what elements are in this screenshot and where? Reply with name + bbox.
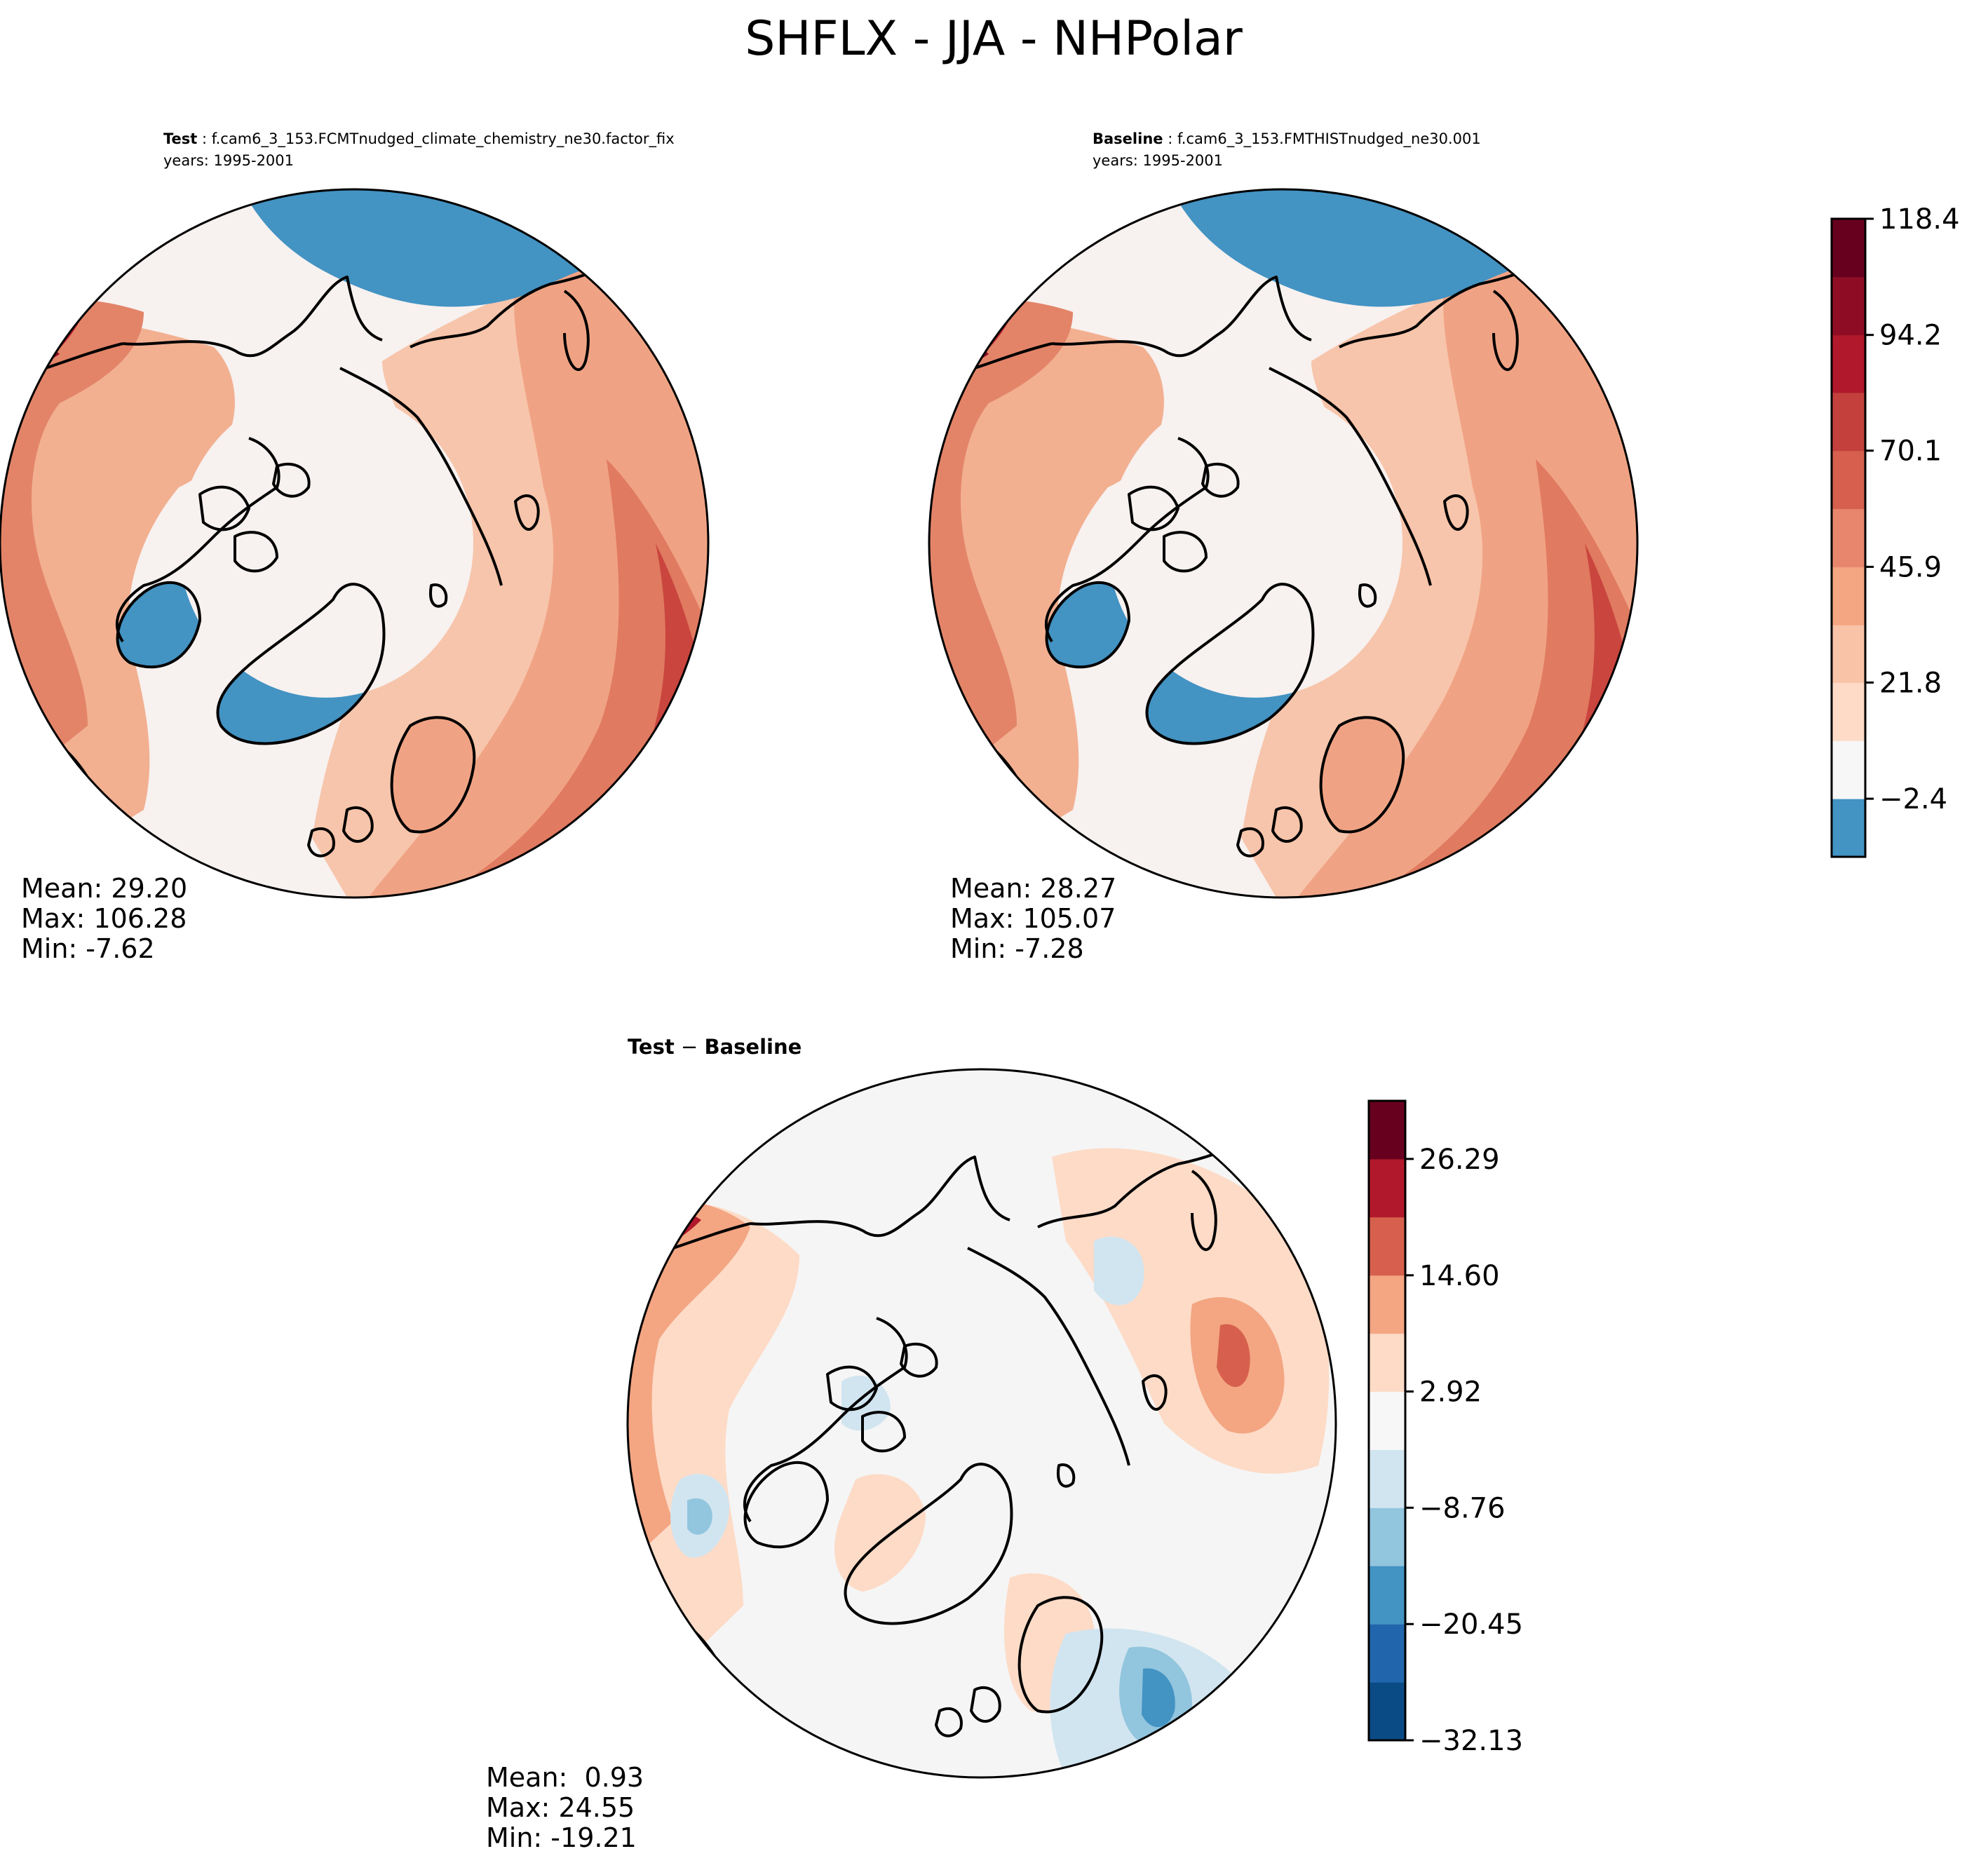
panel-test-years: years: 1995-2001 — [163, 152, 294, 169]
map-diff-boundary — [626, 1068, 1337, 1779]
colorbar-difference: −32.13 −20.45 −8.76 2.92 14.60 26.29 — [1367, 1099, 1523, 1757]
panel-baseline-max: Max: 105.07 — [950, 903, 1116, 934]
colorbar-absolute-segment — [1832, 799, 1865, 858]
panel-baseline-label-text: : f.cam6_3_153.FMTHISTnudged_ne30.001 — [1163, 130, 1481, 148]
colorbar-difference-tick-label: 2.92 — [1419, 1376, 1482, 1409]
colorbar-absolute-segment — [1832, 508, 1865, 567]
panel-diff-label-b: Baseline — [704, 1035, 802, 1059]
panel-diff-label-op: − — [675, 1035, 705, 1059]
colorbar-difference-segment — [1369, 1158, 1405, 1218]
colorbar-difference-tick-label: −20.45 — [1419, 1608, 1523, 1641]
colorbar-difference-segment — [1369, 1566, 1405, 1625]
panel-test-max: Max: 106.28 — [21, 903, 187, 934]
colorbar-difference-tick-label: 14.60 — [1419, 1260, 1500, 1292]
colorbar-absolute-tick-label: 45.9 — [1879, 551, 1942, 583]
panel-baseline: Baseline : f.cam6_3_153.FMTHISTnudged_ne… — [928, 130, 1639, 964]
colorbar-difference-segment — [1369, 1682, 1405, 1741]
panel-diff-max: Max: 24.55 — [486, 1792, 635, 1823]
colorbar-absolute-tick-label: 118.4 — [1879, 203, 1960, 236]
panel-test-label: Test : f.cam6_3_153.FCMTnudged_climate_c… — [163, 130, 675, 148]
colorbar-difference-tick-label: 26.29 — [1419, 1144, 1500, 1176]
colorbar-difference-frame — [1367, 1099, 1407, 1742]
panel-test: Test : f.cam6_3_153.FCMTnudged_climate_c… — [0, 130, 710, 964]
colorbar-difference-segment — [1369, 1275, 1405, 1334]
colorbar-absolute-tick-label: 94.2 — [1879, 320, 1942, 352]
colorbar-absolute-tick-label: 21.8 — [1879, 667, 1942, 699]
figure-title: SHFLX - JJA - NHPolar — [745, 11, 1243, 67]
colorbar-absolute-segment — [1832, 625, 1865, 683]
colorbar-absolute-segment — [1832, 219, 1865, 278]
colorbar-absolute-segment — [1832, 567, 1865, 625]
panel-test-label-bold: Test — [163, 130, 197, 147]
colorbar-difference-segment — [1369, 1507, 1405, 1566]
panel-diff-label: Test − Baseline — [628, 1035, 802, 1059]
colorbar-absolute-frame — [1830, 217, 1867, 858]
colorbar-difference-segment — [1369, 1449, 1405, 1508]
panel-diff: Test − Baseline Mean: 0.93 Max: 24.55 Mi… — [486, 1035, 1337, 1853]
colorbar-absolute-segment — [1832, 740, 1865, 799]
panel-baseline-label: Baseline : f.cam6_3_153.FMTHISTnudged_ne… — [1093, 130, 1481, 148]
panel-baseline-mean: Mean: 28.27 — [950, 873, 1116, 904]
colorbar-absolute-segment — [1832, 682, 1865, 741]
map-baseline-boundary — [928, 188, 1639, 899]
panel-test-label-text: : f.cam6_3_153.FCMTnudged_climate_chemis… — [197, 130, 674, 148]
colorbar-absolute-segment — [1832, 392, 1865, 452]
map-test[interactable] — [0, 188, 710, 899]
panel-diff-min: Min: -19.21 — [486, 1822, 637, 1853]
panel-test-min: Min: -7.62 — [21, 933, 155, 964]
colorbar-difference-segment — [1369, 1391, 1405, 1450]
panel-test-mean: Mean: 29.20 — [21, 873, 187, 904]
colorbar-absolute-segment — [1832, 276, 1865, 336]
colorbar-difference-segment — [1369, 1101, 1405, 1160]
map-test-boundary — [0, 188, 710, 899]
colorbar-difference-tick-label: −8.76 — [1419, 1492, 1506, 1524]
panel-diff-label-a: Test — [628, 1035, 675, 1059]
colorbar-absolute-tick-label: 70.1 — [1879, 435, 1942, 468]
colorbar-absolute-segment — [1832, 450, 1865, 510]
map-diff[interactable] — [626, 1068, 1337, 1779]
panel-baseline-years: years: 1995-2001 — [1093, 152, 1223, 169]
colorbar-absolute-tick-label: −2.4 — [1879, 783, 1947, 815]
panel-diff-mean: Mean: 0.93 — [486, 1762, 644, 1793]
colorbar-difference-segment — [1369, 1624, 1405, 1683]
colorbar-difference-segment — [1369, 1217, 1405, 1276]
colorbar-absolute-segment — [1832, 334, 1865, 393]
colorbar-absolute: −2.4 21.8 45.9 70.1 94.2 118.4 — [1830, 203, 1960, 858]
colorbar-difference-tick-label: −32.13 — [1419, 1725, 1523, 1757]
panel-baseline-label-bold: Baseline — [1093, 130, 1163, 147]
colorbar-difference-segment — [1369, 1333, 1405, 1393]
map-baseline[interactable] — [928, 188, 1639, 899]
panel-baseline-min: Min: -7.28 — [950, 933, 1084, 964]
